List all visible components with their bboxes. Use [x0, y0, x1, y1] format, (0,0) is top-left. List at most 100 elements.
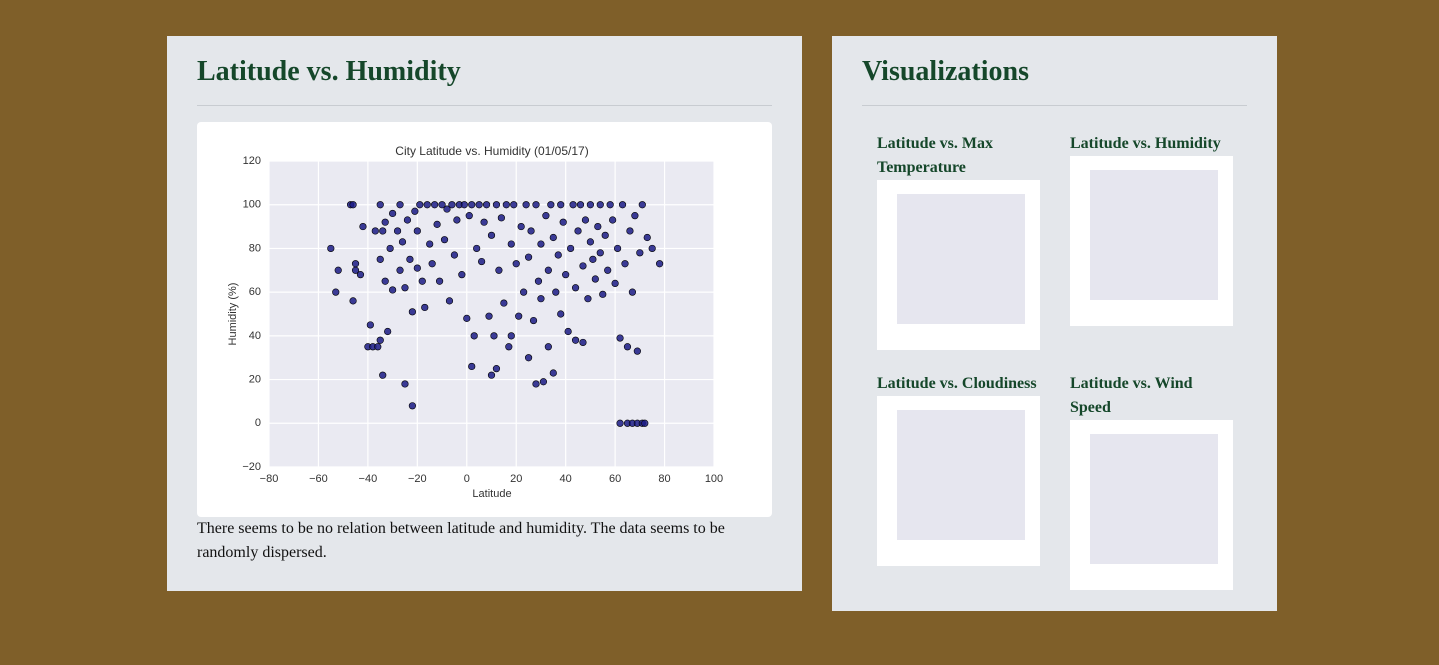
point	[401, 284, 409, 292]
point	[510, 201, 518, 209]
y-tick-label: 40	[249, 330, 261, 342]
sidebar-title: Visualizations	[862, 56, 1029, 87]
point	[537, 295, 545, 303]
x-tick-label: −80	[260, 473, 279, 485]
chart-card: City Latitude vs. Humidity (01/05/17) La…	[197, 122, 772, 517]
point	[406, 255, 414, 263]
x-tick-label: 40	[560, 473, 572, 485]
point	[638, 201, 646, 209]
point	[374, 343, 382, 351]
point	[524, 354, 533, 362]
divider	[862, 105, 1247, 106]
point	[453, 216, 461, 224]
point	[579, 262, 587, 270]
point	[621, 260, 629, 268]
point	[426, 240, 434, 248]
point	[398, 238, 407, 246]
viz-item: Latitude vs. Humidity	[1070, 132, 1233, 326]
point	[609, 216, 617, 224]
viz-title: Latitude vs. Cloudiness	[877, 375, 1037, 392]
point	[626, 227, 634, 235]
point	[579, 338, 587, 347]
point	[480, 218, 488, 226]
point	[643, 233, 651, 242]
point	[413, 264, 421, 272]
point	[554, 251, 562, 259]
point	[396, 266, 404, 274]
point	[631, 212, 639, 220]
y-tick-label: 20	[249, 373, 261, 385]
y-tick-label: 80	[249, 242, 261, 254]
point	[633, 347, 641, 355]
point	[648, 244, 656, 253]
point	[594, 222, 602, 231]
point	[433, 220, 441, 228]
y-tick-label: 0	[255, 417, 261, 429]
point	[463, 314, 471, 322]
point	[349, 297, 357, 305]
thumbnail[interactable]	[1070, 156, 1233, 326]
point	[520, 288, 528, 296]
description: There seems to be no relation between la…	[197, 520, 725, 561]
point	[376, 201, 384, 209]
point	[440, 236, 449, 244]
point	[448, 201, 456, 209]
point	[490, 332, 498, 340]
point	[349, 201, 357, 209]
point	[507, 240, 515, 248]
point	[636, 249, 644, 257]
point	[478, 257, 486, 266]
y-tick-label: 100	[243, 199, 261, 211]
point	[537, 240, 545, 248]
point	[381, 218, 389, 226]
thumbnail[interactable]	[877, 396, 1040, 566]
point	[564, 327, 572, 336]
point	[408, 308, 416, 316]
point	[539, 378, 548, 386]
point	[408, 402, 416, 410]
point	[413, 227, 421, 235]
viz-item: Latitude vs. Wind Speed	[1070, 372, 1233, 590]
point	[623, 343, 632, 351]
thumbnail[interactable]	[877, 180, 1040, 350]
point	[502, 201, 510, 209]
point	[470, 332, 478, 340]
point	[485, 312, 493, 320]
point	[547, 201, 555, 209]
point	[468, 362, 476, 371]
x-tick-label: −60	[309, 473, 328, 485]
point	[596, 249, 604, 257]
point	[458, 271, 466, 279]
point	[376, 255, 384, 263]
point	[524, 253, 533, 261]
point	[418, 277, 426, 285]
x-tick-label: 0	[464, 473, 470, 485]
point	[351, 260, 360, 268]
point	[465, 212, 473, 220]
point	[393, 227, 402, 235]
point	[517, 222, 525, 231]
panel-title: Latitude vs. Humidity	[197, 56, 461, 87]
point	[591, 275, 599, 283]
point	[656, 260, 664, 268]
point	[482, 201, 491, 209]
point	[601, 231, 609, 239]
point	[428, 260, 436, 268]
point	[487, 371, 496, 379]
y-axis-label: Humidity (%)	[227, 283, 239, 346]
point	[604, 266, 612, 274]
point	[371, 227, 379, 235]
thumbnail[interactable]	[1070, 420, 1233, 590]
point	[618, 201, 627, 209]
x-tick-label: 20	[510, 473, 522, 485]
point	[492, 201, 501, 209]
point	[334, 266, 342, 274]
viz-title: Latitude vs. Max Temperature	[877, 135, 993, 176]
point	[574, 227, 582, 235]
point	[379, 371, 387, 379]
point	[606, 201, 614, 209]
sidebar-panel: Visualizations Latitude vs. Max Temperat…	[832, 36, 1277, 611]
point	[443, 205, 451, 213]
point	[544, 343, 552, 351]
point	[421, 303, 429, 312]
